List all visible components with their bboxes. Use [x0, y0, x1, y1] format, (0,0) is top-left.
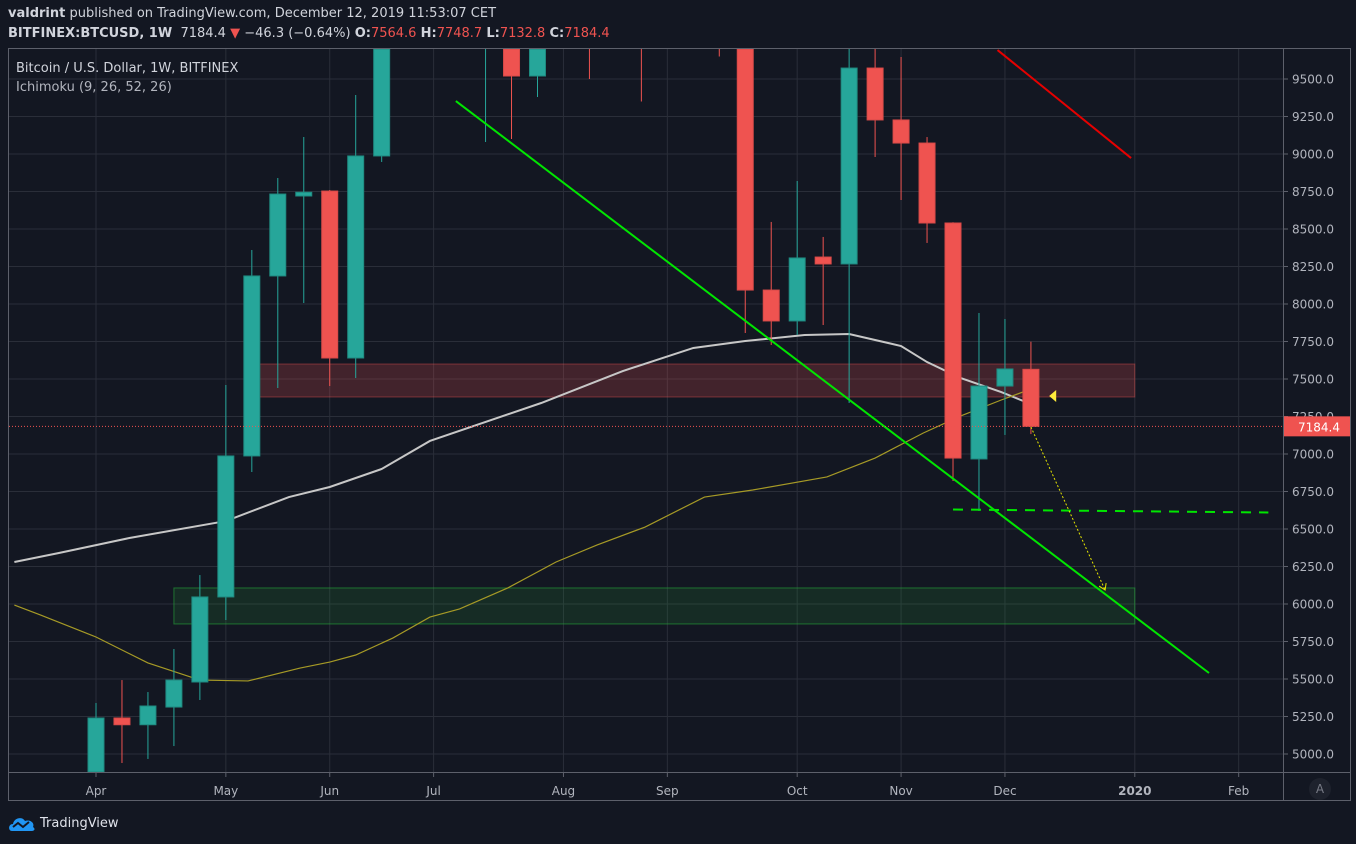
close-label: C: — [549, 26, 565, 41]
candle-body — [996, 368, 1014, 387]
time-tick-label: Dec — [993, 784, 1016, 798]
candle-body — [321, 190, 339, 359]
green-trendline — [455, 100, 1210, 674]
symbol-legend: BITFINEX:BTCUSD, 1W 7184.4 ▼ −46.3 (−0.6… — [8, 26, 610, 41]
candle-body — [373, 49, 391, 157]
candle-body — [1022, 368, 1040, 427]
price-tick-label: 9000.0 — [1292, 148, 1334, 162]
brand-name: TradingView — [40, 815, 119, 831]
open-label: O: — [354, 26, 371, 41]
price-tick-label: 9250.0 — [1292, 110, 1334, 124]
candle-body — [736, 49, 754, 291]
high-label: H: — [420, 26, 437, 41]
time-tick-label: Feb — [1228, 784, 1249, 798]
chart-title: Bitcoin / U.S. Dollar, 1W, BITFINEX — [16, 61, 238, 76]
candle-body — [528, 49, 546, 77]
resistance-zone — [251, 363, 1136, 398]
candle-body — [191, 596, 209, 683]
candle-body — [243, 275, 261, 457]
price-tick-label: 7000.0 — [1292, 448, 1334, 462]
marker-triangle-icon — [1049, 389, 1057, 402]
candle-body — [347, 155, 365, 359]
price-change: −46.3 (−0.64%) — [244, 26, 351, 41]
candle-body — [269, 193, 287, 277]
candles — [87, 49, 1040, 772]
down-arrow-icon: ▼ — [230, 26, 241, 41]
time-tick-label: Aug — [552, 784, 575, 798]
tradingview-logo[interactable]: TradingView — [8, 814, 119, 832]
candle-body — [866, 67, 884, 121]
candle-body — [87, 717, 105, 772]
candle-body — [970, 385, 988, 460]
time-tick-label: 2020 — [1118, 784, 1151, 798]
drawings — [9, 49, 1283, 674]
price-tick-label: 8000.0 — [1292, 298, 1334, 312]
candle-body — [503, 49, 521, 77]
price-tick-label: 6250.0 — [1292, 560, 1334, 574]
candle-body — [892, 119, 910, 144]
last-price-badge — [1284, 416, 1350, 437]
candle-body — [918, 142, 936, 224]
chart-frame — [8, 48, 1351, 801]
grid — [9, 49, 1283, 772]
low-label: L: — [486, 26, 500, 41]
time-tick-label: Jun — [319, 784, 339, 798]
cloud-logo-icon — [9, 818, 35, 831]
price-tick-label: 5250.0 — [1292, 710, 1334, 724]
publish-info: valdrint published on TradingView.com, D… — [8, 6, 496, 21]
candle-body — [762, 289, 780, 322]
time-tick-label: Sep — [656, 784, 679, 798]
symbol: BITFINEX:BTCUSD, 1W — [8, 26, 173, 41]
price-tick-label: 9500.0 — [1292, 73, 1334, 87]
low-value: 7132.8 — [499, 26, 546, 41]
last-price-badge-label: 7184.4 — [1298, 420, 1340, 434]
open-value: 7564.6 — [370, 26, 417, 41]
price-tick-label: 5000.0 — [1292, 748, 1334, 762]
time-tick-label: Nov — [889, 784, 912, 798]
candle-body — [944, 222, 962, 459]
last-price: 7184.4 — [180, 26, 226, 41]
time-tick-label: Oct — [787, 784, 808, 798]
candle-body — [840, 67, 858, 265]
zones — [173, 363, 1136, 625]
publish-date: published on TradingView.com, December 1… — [65, 6, 497, 21]
axes: 5000.0 5250.0 5500.0 5750.0 6000.0 6250.0 6500… — [8, 48, 1351, 801]
price-tick-label: 6000.0 — [1292, 598, 1334, 612]
candle-body — [814, 256, 832, 265]
price-tick-label: 5500.0 — [1292, 673, 1334, 687]
ichimoku-leading-line — [14, 388, 1032, 682]
price-tick-label: 7500.0 — [1292, 373, 1334, 387]
red-trendline — [996, 49, 1132, 159]
time-tick-label: May — [213, 784, 238, 798]
candle-body — [165, 679, 183, 708]
price-tick-label: 8750.0 — [1292, 185, 1334, 199]
price-tick-label: 6500.0 — [1292, 523, 1334, 537]
price-tick-label: 8500.0 — [1292, 223, 1334, 237]
author[interactable]: valdrint — [8, 6, 66, 21]
arrow-head-icon — [1098, 582, 1107, 591]
candle-body — [217, 455, 235, 598]
time-tick-label: Apr — [86, 784, 107, 798]
close-value: 7184.4 — [564, 26, 610, 41]
target-arrow — [1030, 426, 1106, 591]
indicator-label[interactable]: Ichimoku (9, 26, 52, 26) — [16, 80, 172, 95]
price-tick-label: 6750.0 — [1292, 485, 1334, 499]
support-zone — [173, 587, 1136, 625]
auto-scale-button[interactable]: A — [1309, 778, 1331, 800]
price-tick-label: 5750.0 — [1292, 635, 1334, 649]
time-tick-label: Jul — [425, 784, 440, 798]
candle-body — [295, 191, 313, 197]
candle-body — [139, 705, 157, 726]
high-value: 7748.7 — [436, 26, 483, 41]
candle-body — [113, 717, 131, 726]
price-tick-label: 7750.0 — [1292, 335, 1334, 349]
candle-body — [788, 257, 806, 322]
dashed-support-line — [953, 508, 1269, 514]
price-tick-label: 8250.0 — [1292, 260, 1334, 274]
